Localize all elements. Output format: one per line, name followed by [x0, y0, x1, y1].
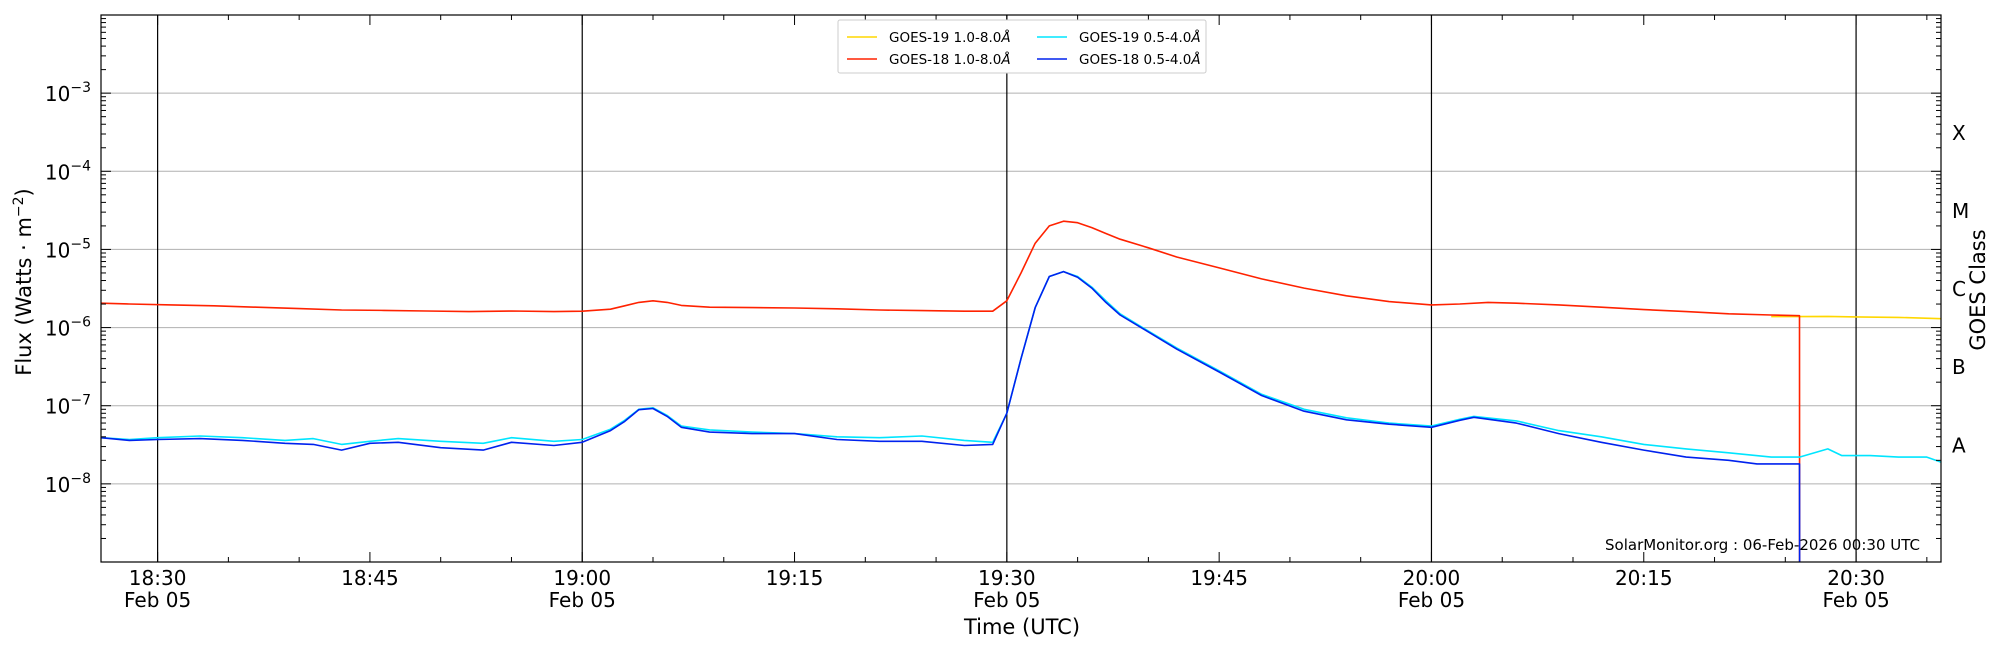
y-tick-label: 10−7	[45, 393, 91, 419]
legend-entry: GOES-18 1.0-8.0Å	[889, 51, 1011, 68]
y-tick-label: 10−3	[45, 80, 91, 106]
legend-entry-unit: Å	[1190, 29, 1200, 46]
x-tick-date-label: Feb 05	[549, 588, 616, 612]
goes-class-label: B	[1952, 355, 1966, 379]
legend-entry-unit: Å	[1000, 29, 1010, 46]
legend-entry-name: GOES-19 1.0-8.0	[889, 30, 1001, 46]
y-tick-exponent: −7	[70, 393, 91, 409]
y-axis-title: Flux (Watts · m−2)	[11, 188, 36, 376]
legend-entry: GOES-19 0.5-4.0Å	[1079, 29, 1201, 46]
series-layer	[100, 220, 1942, 563]
y-axis-title-close: )	[12, 188, 36, 196]
x-tick-date-label: Feb 05	[973, 588, 1040, 612]
y-tick-label: 10−6	[45, 315, 91, 341]
y-tick-base: 10	[45, 160, 70, 184]
y-tick-label: 10−5	[45, 236, 91, 262]
grid-layer	[101, 15, 1941, 562]
y-tick-base: 10	[45, 82, 70, 106]
x-tick-date-label: Feb 05	[1822, 588, 1889, 612]
y-tick-base: 10	[45, 317, 70, 341]
y-tick-exponent: −6	[70, 315, 91, 331]
goes-class-label: M	[1952, 199, 1969, 223]
series-line-3	[100, 270, 1801, 563]
x-tick-label: 18:45	[341, 566, 399, 590]
legend-entry-name: GOES-18 0.5-4.0	[1079, 52, 1191, 68]
y-axis-title-main: Flux (Watts · m	[12, 217, 36, 376]
x-tick-date-label: Feb 05	[1398, 588, 1465, 612]
legend-entry-name: GOES-19 0.5-4.0	[1079, 30, 1191, 46]
goes-class-label: A	[1952, 433, 1966, 457]
legend-entry: GOES-19 1.0-8.0Å	[889, 29, 1011, 46]
y-tick-exponent: −8	[70, 471, 91, 487]
y-axis-title-sup: −2	[11, 196, 27, 217]
x-tick-label: 19:00	[553, 566, 611, 590]
plot-frame	[100, 14, 1942, 563]
x-tick-label: 20:00	[1403, 566, 1461, 590]
series-line-0	[1771, 315, 1942, 320]
y-tick-base: 10	[45, 395, 70, 419]
legend-entry-name: GOES-18 1.0-8.0	[889, 52, 1001, 68]
series-line-1	[100, 220, 1801, 563]
y-tick-exponent: −3	[70, 80, 91, 96]
x-tick-date-label: Feb 05	[124, 588, 191, 612]
y-tick-exponent: −5	[70, 236, 91, 252]
y-tick-label: 10−4	[45, 158, 91, 184]
x-tick-label: 18:30	[129, 566, 187, 590]
goes-class-label: C	[1952, 277, 1966, 301]
y-tick-base: 10	[45, 238, 70, 262]
x-tick-label: 19:30	[978, 566, 1036, 590]
goes-class-label: X	[1952, 121, 1966, 145]
legend-box	[837, 19, 1207, 74]
x-axis-title: Time (UTC)	[963, 615, 1080, 639]
legend-entry-unit: Å	[1190, 51, 1200, 68]
y-tick-label: 10−8	[45, 471, 91, 497]
x-tick-label: 20:30	[1827, 566, 1885, 590]
legend-entry-unit: Å	[1000, 51, 1010, 68]
x-tick-label: 19:15	[766, 566, 824, 590]
credit-text: SolarMonitor.org : 06-Feb-2026 00:30 UTC	[1605, 536, 1920, 554]
y-tick-exponent: −4	[70, 158, 91, 174]
x-tick-label: 20:15	[1615, 566, 1673, 590]
legend-entry: GOES-18 0.5-4.0Å	[1079, 51, 1201, 68]
right-axis-title: GOES Class	[1966, 229, 1990, 350]
x-tick-label: 19:45	[1190, 566, 1248, 590]
y-tick-base: 10	[45, 473, 70, 497]
